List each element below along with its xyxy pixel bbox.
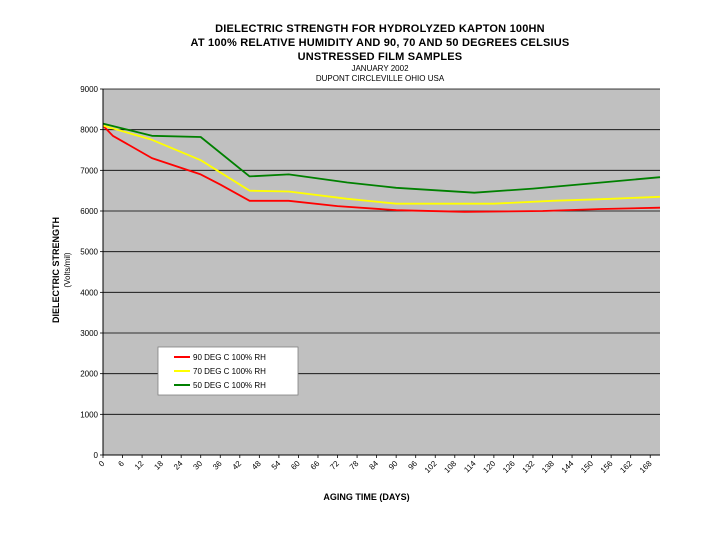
x-tick-label: 120 (481, 459, 497, 475)
x-tick-label: 6 (116, 459, 126, 469)
plot-area (103, 89, 660, 455)
y-tick-label: 8000 (80, 126, 98, 135)
x-tick-label: 108 (442, 459, 458, 475)
x-tick-label: 168 (638, 459, 654, 475)
x-tick-label: 150 (579, 459, 595, 475)
x-tick-label: 132 (521, 459, 537, 475)
x-tick-label: 126 (501, 459, 517, 475)
x-tick-label: 84 (367, 459, 380, 472)
x-tick-label: 102 (423, 459, 439, 475)
x-tick-label: 156 (599, 459, 615, 475)
x-tick-label: 30 (191, 459, 204, 472)
y-axis-ticks: 0 1000 2000 3000 4000 5000 6000 7000 8000 9000 (80, 85, 103, 460)
x-tick-label: 36 (211, 459, 224, 472)
series-lines (102, 122, 661, 213)
chart-subtitle-date: JANUARY 2002 (351, 64, 409, 73)
x-axis-label: AGING TIME (DAYS) (323, 492, 409, 502)
y-tick-label: 9000 (80, 85, 98, 94)
x-axis-ticks: 0 6 12 18 24 30 36 42 48 54 60 66 72 78 84 90 96 102 108 11… (97, 455, 654, 475)
x-tick-label: 114 (462, 459, 478, 475)
chart-title-line-1: DIELECTRIC STRENGTH FOR HYDROLYZED KAPTO… (215, 23, 545, 35)
x-tick-label: 54 (270, 459, 283, 472)
x-tick-label: 18 (152, 459, 165, 472)
y-tick-label: 4000 (80, 288, 98, 297)
legend-label-90c: 90 DEG C 100% RH (193, 353, 266, 362)
x-tick-label: 48 (250, 459, 263, 472)
x-tick-label: 42 (231, 459, 244, 472)
y-axis-label: DIELECTRIC STRENGTH (51, 217, 61, 323)
series-line-2 (102, 122, 661, 194)
chart-title-block: DIELECTRIC STRENGTH FOR HYDROLYZED KAPTO… (100, 22, 660, 84)
x-tick-label: 12 (133, 459, 146, 472)
y-axis-units-label: (Volts/mil) (63, 252, 72, 287)
x-tick-label: 144 (560, 459, 576, 475)
grid-lines (103, 88, 660, 415)
chart-subtitle-location: DUPONT CIRCLEVILLE OHIO USA (315, 74, 445, 83)
x-tick-label: 24 (172, 459, 185, 472)
y-tick-label: 3000 (80, 329, 98, 338)
x-tick-label: 162 (618, 459, 634, 475)
x-tick-label: 90 (387, 459, 400, 472)
y-tick-label: 7000 (80, 166, 98, 175)
y-tick-label: 5000 (80, 248, 98, 257)
legend-label-50c: 50 DEG C 100% RH (193, 381, 266, 390)
legend: 90 DEG C 100% RH 70 DEG C 100% RH 50 DEG… (157, 346, 299, 396)
x-tick-label: 0 (97, 459, 107, 469)
x-tick-label: 78 (348, 459, 361, 472)
legend-label-70c: 70 DEG C 100% RH (193, 367, 266, 376)
y-tick-label: 1000 (80, 410, 98, 419)
series-line-1 (102, 124, 661, 205)
y-tick-label: 2000 (80, 370, 98, 379)
y-tick-label: 0 (94, 451, 99, 460)
x-tick-label: 66 (309, 459, 322, 472)
y-tick-label: 6000 (80, 207, 98, 216)
x-tick-label: 60 (289, 459, 302, 472)
x-tick-label: 96 (406, 459, 419, 472)
chart-title-line-2: AT 100% RELATIVE HUMIDITY AND 90, 70 AND… (190, 37, 570, 49)
x-tick-label: 138 (540, 459, 556, 475)
series-line-0 (102, 124, 661, 213)
x-tick-label: 72 (328, 459, 341, 472)
chart-title-line-3: UNSTRESSED FILM SAMPLES (297, 51, 463, 63)
